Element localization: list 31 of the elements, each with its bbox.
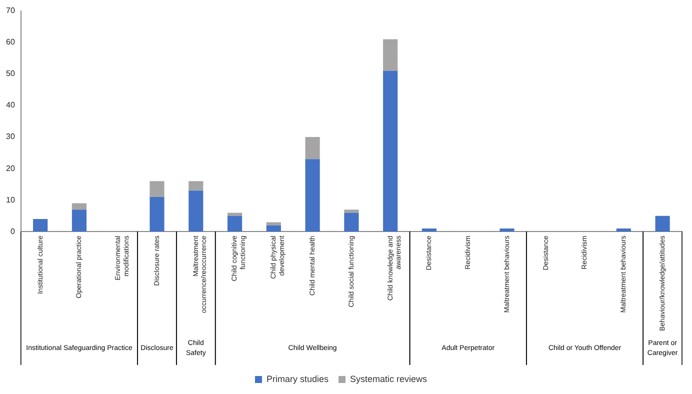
bar <box>150 196 164 232</box>
bar <box>500 228 514 232</box>
bar <box>72 210 87 232</box>
y-tick-label: 0 <box>10 226 16 236</box>
y-tick-label: 30 <box>6 132 16 142</box>
legend-label: Primary studies <box>266 374 329 384</box>
bar <box>266 222 281 226</box>
bar <box>188 190 204 232</box>
bar <box>227 212 242 216</box>
bar <box>344 212 359 232</box>
bar <box>383 39 398 71</box>
bar <box>422 228 437 232</box>
bar <box>227 216 242 232</box>
legend-label: Systematic reviews <box>350 374 428 384</box>
y-tick-label: 20 <box>6 164 16 173</box>
bar <box>305 137 320 160</box>
y-tick-label: 60 <box>6 38 16 47</box>
bar <box>33 219 48 232</box>
bar <box>383 70 398 232</box>
bar <box>188 181 204 191</box>
y-tick-label: 50 <box>6 69 16 78</box>
bar <box>655 216 670 232</box>
bar <box>616 228 631 232</box>
bar <box>150 181 164 197</box>
y-tick-label: 10 <box>6 195 16 204</box>
y-tick-label: 70 <box>6 6 16 16</box>
bar <box>72 203 87 210</box>
y-tick-label: 40 <box>6 100 16 110</box>
bar <box>266 225 281 232</box>
bar <box>344 210 359 213</box>
bar <box>305 159 320 232</box>
